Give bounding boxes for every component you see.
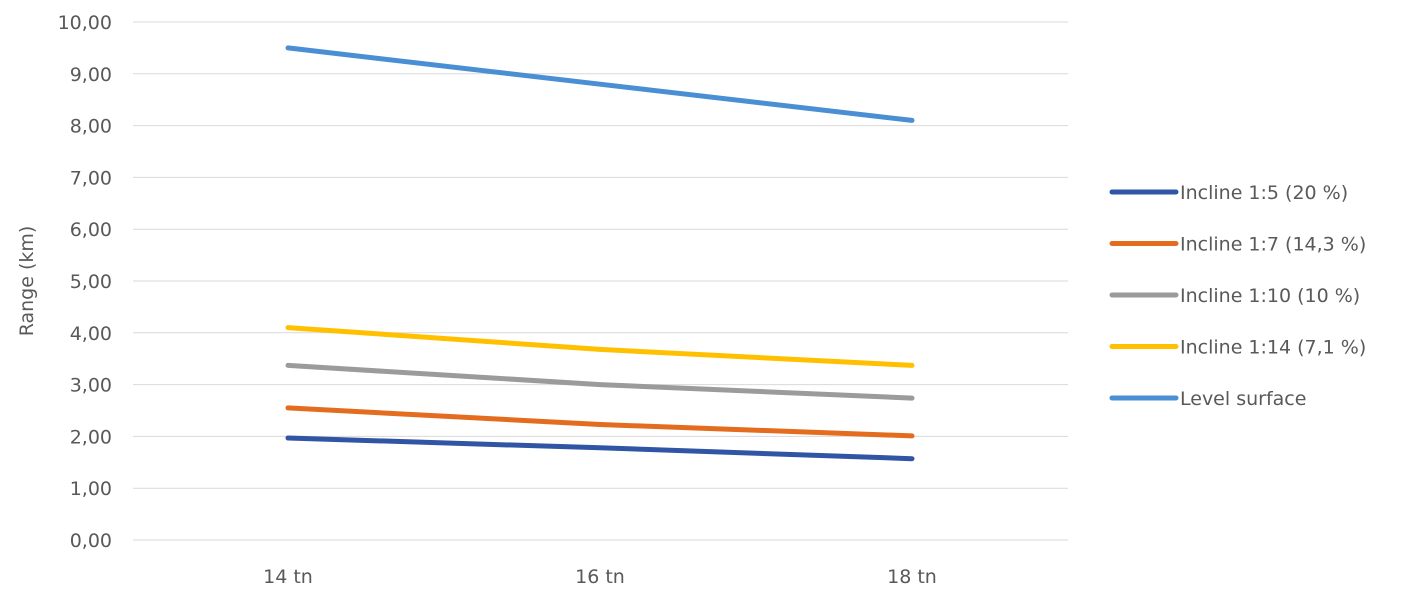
y-tick-label: 10,00 [58,12,112,34]
y-tick-label: 8,00 [70,116,112,138]
series-line-4 [285,325,915,368]
y-tick-label: 2,00 [70,426,112,448]
y-tick-label: 7,00 [70,167,112,189]
legend-label: Incline 1:5 (20 %) [1180,182,1348,204]
legend: Incline 1:5 (20 %) Incline 1:7 (14,3 %) In… [1109,182,1366,410]
series-line-2 [285,405,915,439]
x-tick-label: 14 tn [263,566,313,588]
legend-label: Level surface [1180,388,1306,410]
y-tick-label: 0,00 [70,530,112,552]
series-lines [285,45,915,462]
x-axis-tick-labels: 14 tn 16 tn 18 tn [263,566,937,588]
x-tick-label: 16 tn [575,566,625,588]
y-axis-tick-labels: 0,00 1,00 2,00 3,00 4,00 5,00 6,00 7,00 8,00 9,00… [58,12,112,552]
y-axis-title: Range (km) [16,226,38,337]
x-tick-label: 18 tn [887,566,937,588]
y-tick-label: 1,00 [70,478,112,500]
y-tick-label: 5,00 [70,271,112,293]
series-line-5 [285,45,915,123]
y-tick-label: 9,00 [70,64,112,86]
gridlines [133,21,1068,541]
y-tick-label: 3,00 [70,375,112,397]
series-line-1 [285,435,915,462]
y-tick-label: 4,00 [70,323,112,345]
legend-label: Incline 1:14 (7,1 %) [1180,337,1366,359]
legend-label: Incline 1:7 (14,3 %) [1180,234,1366,256]
legend-label: Incline 1:10 (10 %) [1180,285,1360,307]
series-line-3 [285,362,915,401]
y-tick-label: 6,00 [70,219,112,241]
